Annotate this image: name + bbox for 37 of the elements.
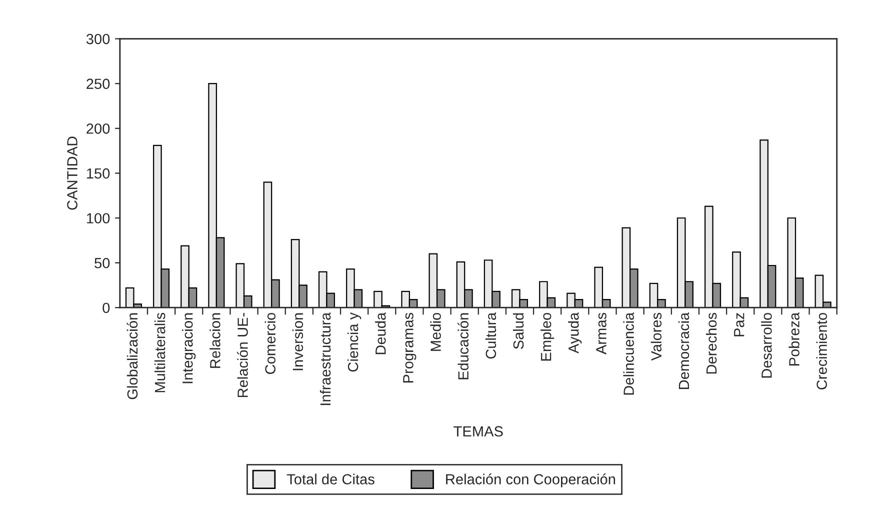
x-tick-label: Deuda [375,312,386,354]
x-tick-label: Cultura [485,312,496,359]
legend-label: Relación con Cooperación [446,474,616,488]
x-tick-label: Relacion [210,313,220,368]
legend-label: Total de Citas [286,474,374,484]
x-tick-label: Ayuda [568,312,582,354]
x-axis-title: TEMAS [454,426,503,437]
x-tick-label: Paz [734,313,744,336]
x-tick-label: Medio [430,312,441,351]
x-tick-label: Infraestructura [320,312,331,406]
y-axis-title: CANTIDAD [67,136,78,210]
x-tick-label: Salud [512,313,524,349]
x-tick-label: Programas [403,312,416,382]
x-tick-label: Comercio [264,312,276,374]
x-tick-label: Delincuencia [623,312,634,395]
x-tick-label: Educación [458,313,469,380]
x-tick-label: Desarrollo [761,312,772,378]
y-tick-label: 150 [86,168,110,179]
x-tick-label: Derechos [706,312,717,374]
x-tick-label: Ciencia y [348,312,362,372]
x-tick-label: Relación UE- [237,312,248,398]
x-tick-label: Inversion [292,313,304,370]
y-tick-label: 50 [94,258,110,268]
x-tick-label: Valores [650,312,662,361]
x-tick-label: Globalización [126,313,138,400]
x-tick-label: Integracion [182,313,196,384]
x-tick-label: Pobreza [788,312,800,366]
x-tick-label: Democracia [678,312,690,389]
y-tick-label: 200 [86,123,110,134]
y-tick-label: 250 [86,78,110,90]
y-tick-label: 300 [86,34,110,44]
y-tick-label: 0 [102,302,110,314]
x-tick-label: Multilateralis [154,312,166,392]
x-tick-label: Empleo [540,312,554,361]
x-tick-label: Armas [596,312,606,354]
x-tick-label: Crecimiento [816,312,827,390]
y-tick-label: 100 [86,213,110,224]
